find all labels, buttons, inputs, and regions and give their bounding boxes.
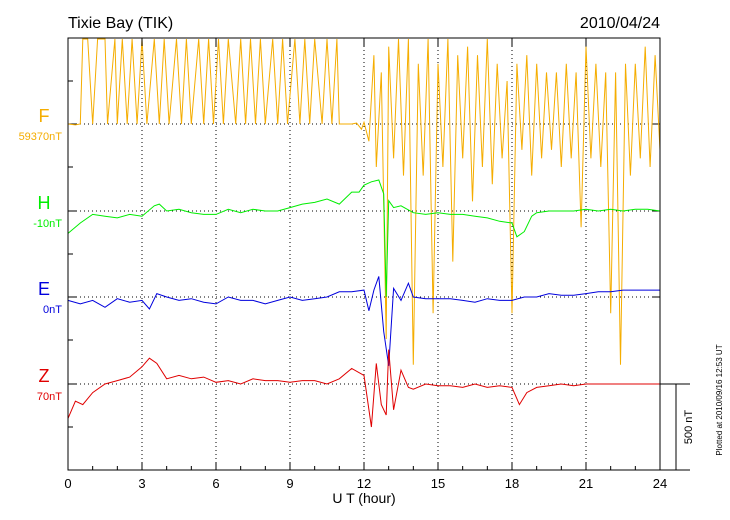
series-E-name: E (38, 279, 50, 299)
series-F-baseline-label: 59370nT (19, 131, 63, 143)
series-Z-name: Z (39, 366, 50, 386)
scale-bar-label: 500 nT (683, 410, 695, 445)
series-Z-baseline-label: 70nT (37, 391, 62, 403)
x-tick-label: 3 (138, 476, 145, 491)
series-F-line (67, 38, 661, 365)
x-tick-label: 24 (653, 476, 667, 491)
x-tick-label: 15 (431, 476, 445, 491)
series-H-baseline-label: -10nT (33, 218, 62, 230)
date-title: 2010/04/24 (580, 15, 660, 32)
series-H-name: H (38, 193, 51, 213)
series-F-name: F (39, 106, 50, 126)
x-tick-label: 12 (357, 476, 371, 491)
x-tick-label: 9 (286, 476, 293, 491)
plotted-timestamp: Plotted at 2010/09/16 12:53 UT (715, 344, 724, 455)
x-tick-label: 21 (579, 476, 593, 491)
traces (67, 38, 661, 428)
series-E-baseline-label: 0nT (43, 304, 62, 316)
x-tick-label: 6 (212, 476, 219, 491)
scale-bar: 500 nT (660, 383, 695, 471)
series-E-line (67, 276, 660, 366)
x-axis-label: U T (hour) (332, 490, 395, 506)
station-title: Tixie Bay (TIK) (68, 15, 173, 32)
series-Z-line (67, 349, 660, 428)
series-H-line (67, 179, 661, 298)
x-tick-label: 0 (64, 476, 71, 491)
x-axis-ticks: 0 3 6 9 12 15 18 21 24 (64, 38, 667, 491)
x-tick-label: 18 (505, 476, 519, 491)
grid-lines (68, 38, 660, 470)
series-labels: F 59370nT H -10nT E 0nT Z 70nT (19, 106, 63, 403)
